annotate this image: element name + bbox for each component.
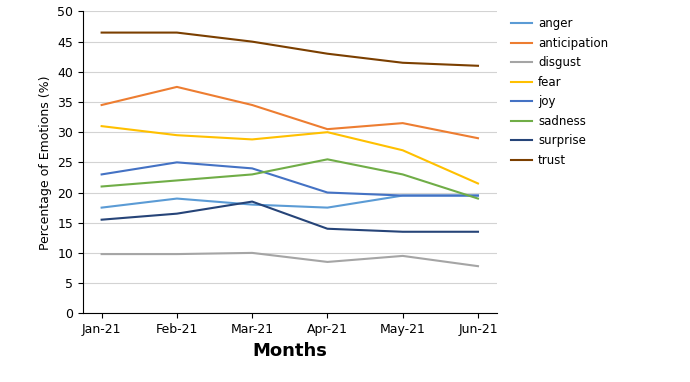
Y-axis label: Percentage of Emotions (%): Percentage of Emotions (%) bbox=[39, 75, 52, 249]
Line: surprise: surprise bbox=[101, 202, 478, 232]
anger bbox=[324, 206, 332, 210]
fear bbox=[172, 133, 181, 138]
Line: fear: fear bbox=[101, 126, 478, 183]
surprise bbox=[172, 211, 181, 216]
Line: sadness: sadness bbox=[101, 159, 478, 199]
disgust bbox=[474, 264, 482, 269]
Legend: anger, anticipation, disgust, fear, joy, sadness, surprise, trust: anger, anticipation, disgust, fear, joy,… bbox=[511, 17, 609, 167]
sadness bbox=[97, 184, 106, 189]
fear bbox=[97, 124, 106, 128]
anger bbox=[97, 206, 106, 210]
trust bbox=[474, 63, 482, 68]
sadness bbox=[474, 196, 482, 201]
anticipation bbox=[474, 136, 482, 141]
anticipation bbox=[97, 103, 106, 107]
joy bbox=[324, 190, 332, 195]
fear bbox=[324, 130, 332, 134]
fear bbox=[248, 137, 256, 142]
joy bbox=[248, 166, 256, 171]
trust bbox=[97, 30, 106, 35]
trust bbox=[324, 52, 332, 56]
Line: trust: trust bbox=[101, 32, 478, 66]
Line: anticipation: anticipation bbox=[101, 87, 478, 138]
fear bbox=[474, 181, 482, 186]
surprise bbox=[324, 227, 332, 231]
sadness bbox=[324, 157, 332, 162]
anger bbox=[248, 202, 256, 207]
anticipation bbox=[324, 127, 332, 131]
sadness bbox=[248, 172, 256, 177]
anger bbox=[172, 196, 181, 201]
joy bbox=[172, 160, 181, 165]
anticipation bbox=[399, 121, 407, 125]
X-axis label: Months: Months bbox=[253, 342, 327, 359]
trust bbox=[399, 60, 407, 65]
joy bbox=[399, 193, 407, 198]
disgust bbox=[399, 254, 407, 258]
surprise bbox=[248, 199, 256, 204]
anger bbox=[399, 193, 407, 198]
anticipation bbox=[248, 103, 256, 107]
joy bbox=[474, 193, 482, 198]
sadness bbox=[399, 172, 407, 177]
surprise bbox=[474, 230, 482, 234]
disgust bbox=[248, 251, 256, 255]
Line: joy: joy bbox=[101, 162, 478, 196]
disgust bbox=[97, 252, 106, 256]
trust bbox=[248, 39, 256, 44]
fear bbox=[399, 148, 407, 152]
trust bbox=[172, 30, 181, 35]
Line: disgust: disgust bbox=[101, 253, 478, 266]
disgust bbox=[324, 260, 332, 264]
surprise bbox=[399, 230, 407, 234]
anticipation bbox=[172, 85, 181, 89]
Line: anger: anger bbox=[101, 196, 478, 208]
anger bbox=[474, 193, 482, 198]
joy bbox=[97, 172, 106, 177]
surprise bbox=[97, 217, 106, 222]
sadness bbox=[172, 178, 181, 183]
disgust bbox=[172, 252, 181, 256]
